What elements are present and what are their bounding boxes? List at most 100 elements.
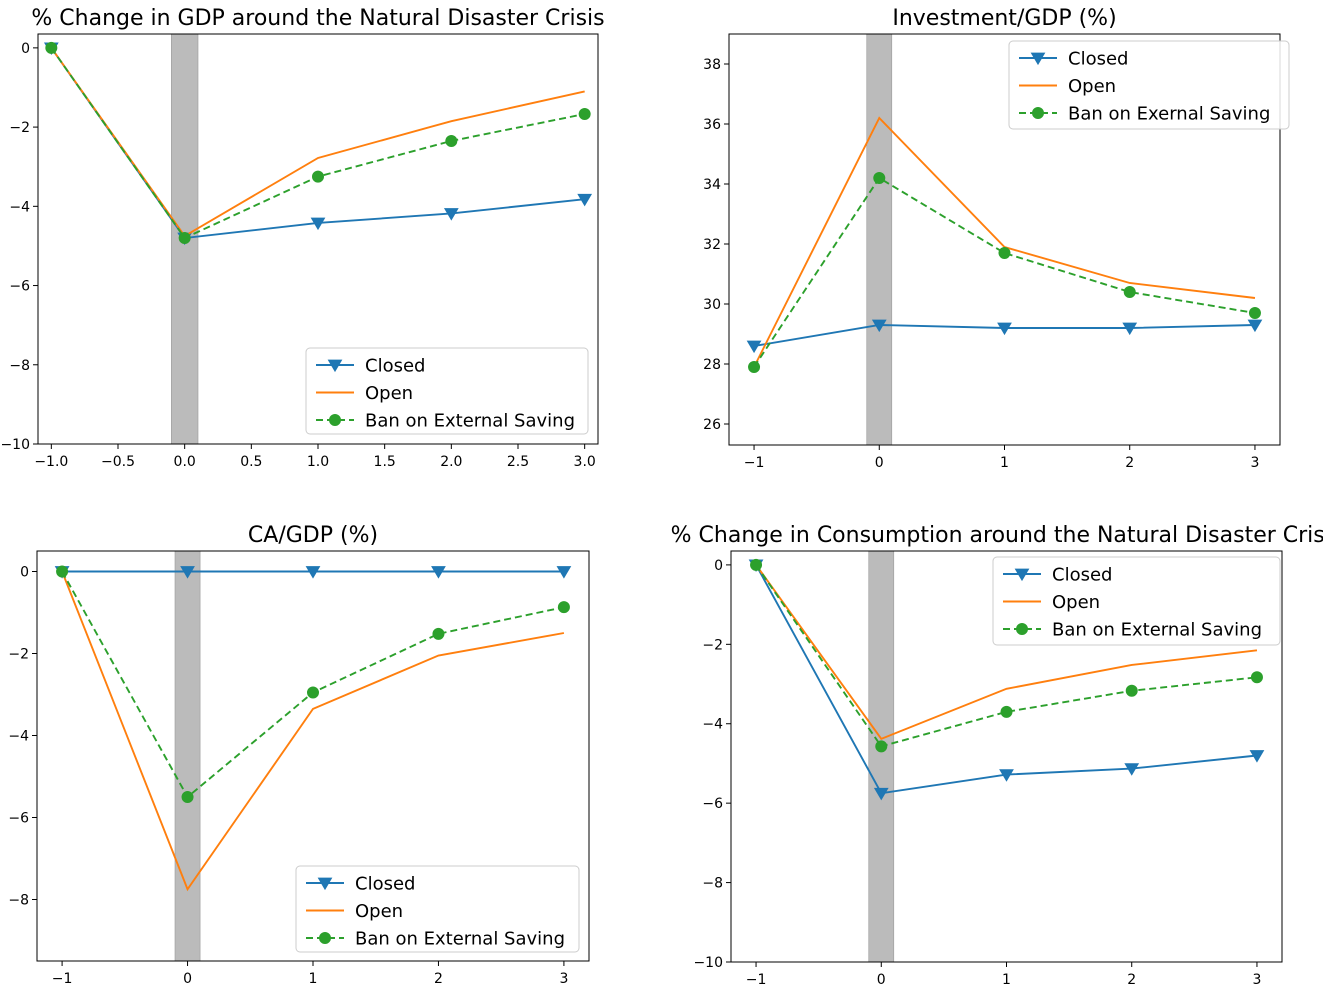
y-tick-label: −2: [702, 637, 723, 653]
series-line-ban: [50, 47, 585, 240]
point-ban: [445, 134, 458, 147]
legend-marker-ban: [319, 932, 331, 944]
series-line-open: [61, 571, 565, 892]
crisis-shaded-region: [866, 33, 893, 446]
legend-label: Open: [1052, 592, 1100, 613]
x-tick-label: 1: [309, 971, 318, 987]
point-ban: [432, 627, 445, 640]
plot-frame: [728, 33, 1281, 446]
point-closed: [1124, 763, 1140, 776]
chart-panel-2: Investment/GDP (%) −1 0 1 2 3 26 28 30 32 34 36 38 Cl…: [703, 6, 1290, 471]
point-ban: [1248, 307, 1261, 319]
chart-panel-3: CA/GDP (%) −1 0 1 2 3 0 −2 −4 −6 −8 Closed Open Ban o…: [8, 523, 590, 987]
y-tick-label: −10: [0, 437, 30, 453]
point-ban: [750, 558, 763, 571]
y-tick-label: −4: [8, 729, 29, 745]
legend: Closed Open Ban on Exernal Saving: [1008, 40, 1290, 130]
legend-label: Open: [1068, 76, 1116, 97]
x-tick-label: 1: [1002, 972, 1011, 988]
x-tick-label: 0: [875, 455, 884, 471]
point-closed: [873, 787, 889, 801]
x-tick-label: −0.5: [101, 454, 135, 470]
x-tick-label: 3: [559, 971, 568, 987]
point-ban: [307, 686, 319, 699]
chart-title: CA/GDP (%): [248, 523, 378, 548]
x-tick-label: 1: [1000, 455, 1009, 471]
y-tick-label: 28: [703, 357, 721, 373]
series-line-ban: [753, 176, 1256, 368]
y-tick-label: −10: [693, 955, 723, 971]
y-tick-label: −2: [9, 120, 30, 136]
plot-frame: [36, 550, 590, 962]
x-tick-label: −1.0: [34, 454, 68, 470]
x-tick-label: 3: [1252, 972, 1261, 988]
y-tick-label: 38: [703, 57, 721, 73]
point-closed: [556, 566, 572, 579]
legend-marker-closed: [317, 877, 333, 891]
point-ban: [557, 601, 570, 614]
x-tick-label: 3.0: [574, 454, 596, 470]
point-closed: [1122, 322, 1138, 336]
legend-box: [992, 556, 1281, 646]
x-tick-label: −1: [52, 971, 73, 987]
point-closed: [431, 566, 446, 579]
point-ban: [875, 740, 888, 753]
legend-box: [305, 347, 589, 435]
legend-label: Ban on Exernal Saving: [1068, 104, 1270, 125]
y-tick-label: −4: [702, 717, 723, 733]
x-tick-label: 0.0: [174, 454, 196, 470]
x-tick-label: 1.0: [307, 454, 329, 470]
point-closed: [999, 769, 1014, 782]
plot-frame: [37, 33, 599, 445]
y-tick-label: 0: [21, 41, 30, 57]
legend-marker-closed: [1014, 568, 1030, 582]
legend-label: Ban on External Saving: [365, 411, 575, 432]
legend-label: Ban on External Saving: [355, 929, 565, 950]
point-ban: [45, 41, 58, 54]
point-ban: [56, 565, 69, 578]
point-ban: [312, 170, 324, 183]
y-tick-label: −2: [8, 647, 29, 663]
chart-panel-4: % Change in Consumption around the Natur…: [671, 523, 1323, 988]
legend-marker-ban: [329, 414, 341, 426]
legend: Closed Open Ban on External Saving: [305, 347, 589, 435]
y-tick-label: −8: [8, 893, 29, 909]
y-tick-label: 26: [703, 417, 721, 433]
point-ban: [873, 172, 886, 184]
point-closed: [1249, 750, 1265, 763]
x-tick-label: 0: [877, 972, 886, 988]
point-ban: [178, 232, 191, 245]
chart-title: Investment/GDP (%): [892, 6, 1116, 31]
point-closed: [443, 208, 459, 221]
legend-label: Open: [365, 383, 413, 404]
legend-marker-closed: [327, 359, 343, 373]
x-tick-label: 2: [1125, 455, 1134, 471]
point-closed: [871, 319, 887, 333]
legend-label: Closed: [365, 356, 425, 377]
point-ban: [748, 361, 761, 373]
series-line-open: [50, 47, 585, 238]
legend-label: Open: [355, 901, 403, 922]
x-tick-label: 3: [1250, 455, 1259, 471]
legend-label: Closed: [1052, 565, 1112, 586]
y-tick-label: 32: [703, 237, 721, 253]
y-tick-label: 34: [703, 177, 721, 193]
point-ban: [1000, 705, 1013, 718]
chart-panel-1: % Change in GDP around the Natural Disas…: [0, 6, 604, 470]
crisis-shaded-region: [868, 550, 895, 963]
series-line-open: [755, 564, 1258, 740]
point-ban: [181, 791, 194, 803]
x-tick-label: 0.5: [240, 454, 262, 470]
y-tick-label: −6: [702, 796, 723, 812]
point-closed: [997, 322, 1012, 336]
point-closed: [1247, 319, 1263, 333]
legend-label: Closed: [1068, 49, 1128, 70]
y-tick-label: −4: [9, 199, 30, 215]
x-tick-label: 2: [1127, 972, 1136, 988]
legend: Closed Open Ban on External Saving: [992, 556, 1281, 646]
legend-marker-ban: [1016, 623, 1028, 635]
point-ban: [998, 247, 1011, 259]
point-closed: [577, 193, 593, 207]
y-tick-label: 30: [703, 297, 721, 313]
